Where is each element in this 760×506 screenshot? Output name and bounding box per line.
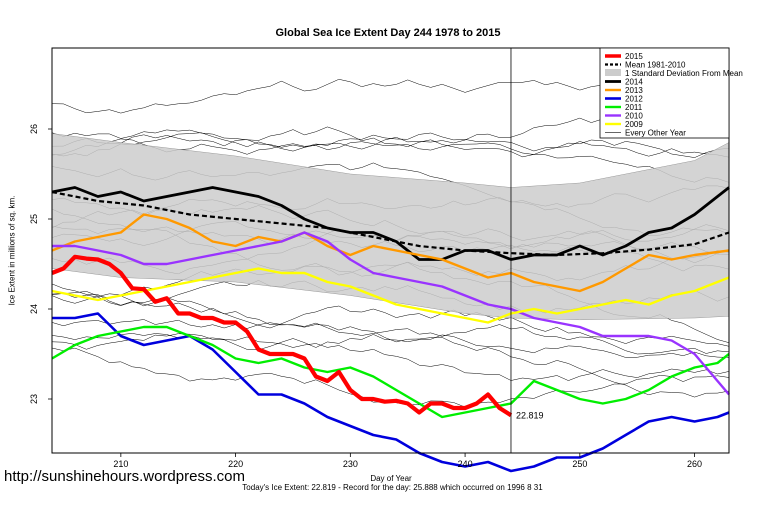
y-tick-label: 24	[29, 304, 39, 314]
y-tick-label: 23	[29, 394, 39, 404]
legend-box	[599, 47, 730, 139]
legend-label: 2009	[625, 120, 643, 129]
footer-note: Today's Ice Extent: 22.819 - Record for …	[242, 483, 543, 492]
std-deviation-band	[51, 133, 730, 321]
every-other-year-line	[51, 126, 730, 183]
every-other-year-line	[51, 283, 730, 355]
series-2011	[51, 325, 730, 419]
legend-label: Mean 1981-2010	[625, 61, 686, 70]
series-2014	[51, 186, 730, 261]
chart-title: Global Sea Ice Extent Day 244 1978 to 20…	[275, 27, 500, 39]
legend-label: 1 Standard Deviation From Mean	[625, 69, 743, 78]
every-other-year-line	[51, 333, 730, 381]
x-tick-label: 240	[458, 459, 473, 469]
x-tick-label: 210	[113, 459, 128, 469]
current-value-annotation: 22.819	[516, 410, 544, 420]
x-tick-label: 230	[343, 459, 358, 469]
watermark-url[interactable]: http://sunshinehours.wordpress.com	[4, 468, 245, 485]
legend-swatch-band	[605, 69, 621, 76]
x-tick-label: 250	[572, 459, 587, 469]
x-tick-label: 260	[687, 459, 702, 469]
series-2009	[51, 267, 730, 324]
series-2010	[52, 231, 730, 396]
legend-label: 2014	[625, 78, 643, 87]
series-2015	[51, 254, 513, 418]
legend-label: 2013	[625, 86, 643, 95]
x-tick-label: 220	[228, 459, 243, 469]
series-layer: 22.819	[51, 186, 730, 473]
every-other-year-line	[51, 333, 730, 358]
y-tick-label: 25	[29, 214, 39, 224]
series-2013	[51, 213, 730, 293]
y-tick-label: 26	[29, 124, 39, 134]
legend-label: 2011	[625, 103, 643, 112]
legend-label: 2012	[625, 95, 643, 104]
y-axis-label: Ice Extent in millions of sq. km.	[7, 195, 17, 306]
std-band-layer	[51, 133, 730, 321]
legend-label: 2010	[625, 112, 643, 121]
x-axis-label: Day of Year	[370, 474, 412, 483]
legend-label: 2015	[625, 52, 643, 61]
plot-frame	[51, 47, 730, 454]
legend-label: Every Other Year	[625, 129, 686, 138]
axis-layer: 210 220 230 240 250 260 23 24 25 26	[29, 48, 702, 469]
series-2012	[52, 312, 730, 473]
